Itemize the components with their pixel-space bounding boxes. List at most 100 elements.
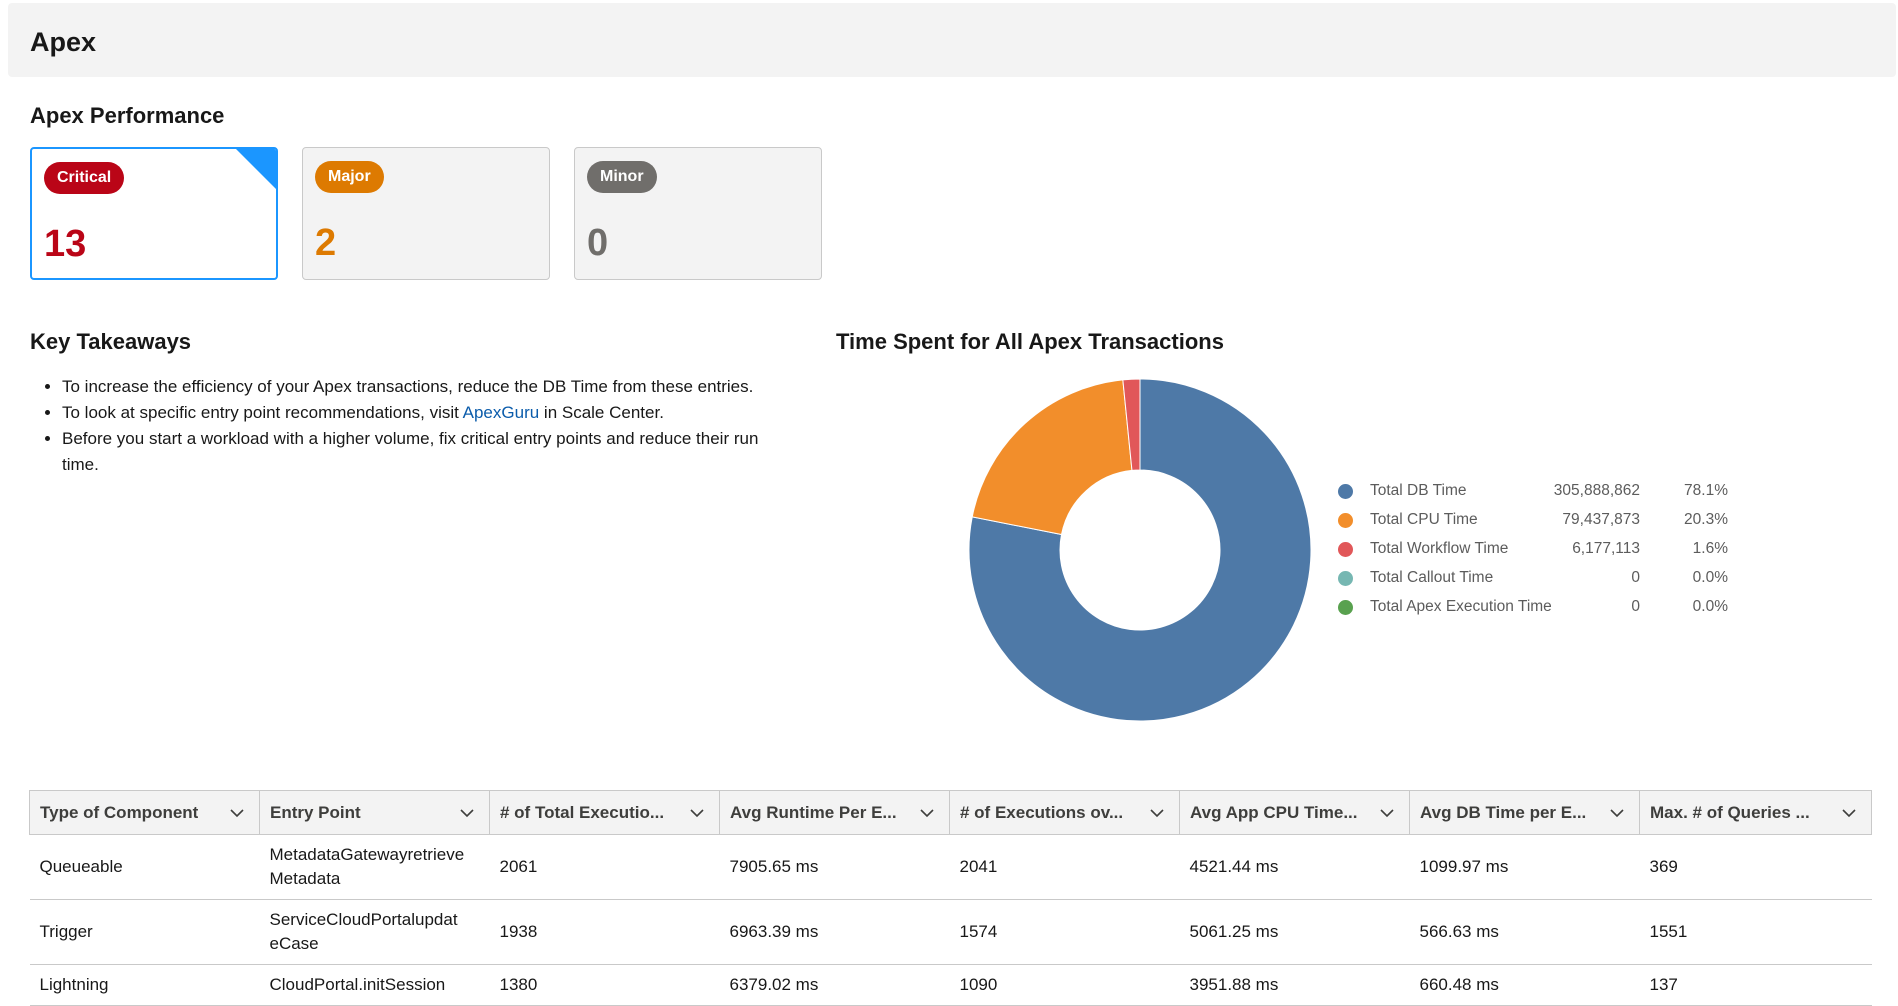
legend-dot-icon — [1338, 542, 1353, 557]
table-row[interactable]: Queueable MetadataGatewayretrieve Metadat… — [29, 834, 1872, 900]
table-cell-executions-over: 1090 — [949, 964, 1180, 1006]
minor-badge: Minor — [587, 161, 657, 193]
legend-entry[interactable]: Total Apex Execution Time 0 0.0% — [1338, 595, 1728, 624]
apexguru-link[interactable]: ApexGuru — [462, 403, 540, 422]
legend-label: Total Apex Execution Time — [1370, 598, 1552, 615]
apex-transactions-table: Type of Component Entry Point # of Total E… — [29, 790, 1872, 1006]
legend-value: 305,888,862 — [1553, 482, 1640, 499]
column-header-label: # of Total Executio... — [500, 802, 665, 822]
donut-slice[interactable] — [968, 378, 1312, 722]
major-count: 2 — [315, 222, 337, 264]
chevron-down-icon[interactable] — [1149, 805, 1165, 821]
table-cell-avg-app-cpu-time: 3951.88 ms — [1179, 964, 1410, 1006]
legend-percent: 0.0% — [1692, 569, 1728, 586]
column-header-avg-app-cpu-time[interactable]: Avg App CPU Time... — [1179, 790, 1410, 835]
column-header-label: Avg App CPU Time... — [1190, 802, 1358, 822]
legend-percent: 1.6% — [1692, 540, 1728, 557]
table-cell-max-queries: 1551 — [1639, 899, 1872, 965]
legend-dot-icon — [1338, 600, 1353, 615]
legend-value: 79,437,873 — [1562, 511, 1640, 528]
column-header-total-executions[interactable]: # of Total Executio... — [489, 790, 720, 835]
table-cell-avg-db-time: 1099.97 ms — [1409, 834, 1640, 900]
chevron-down-icon[interactable] — [229, 805, 245, 821]
table-cell-entry-point: CloudPortal.initSession — [259, 964, 490, 1006]
legend-dot-icon — [1338, 513, 1353, 528]
page-title: Apex — [30, 27, 97, 57]
column-header-avg-runtime[interactable]: Avg Runtime Per E... — [719, 790, 950, 835]
minor-count: 0 — [587, 222, 609, 264]
table-cell-type-of-component: Trigger — [29, 899, 260, 965]
minor-card[interactable]: Minor 0 — [574, 147, 822, 280]
legend-label: Total Workflow Time — [1370, 540, 1509, 557]
legend-label: Total DB Time — [1370, 482, 1467, 499]
column-header-max-queries[interactable]: Max. # of Queries ... — [1639, 790, 1872, 835]
column-header-label: Entry Point — [270, 802, 361, 822]
critical-card[interactable]: Critical 13 — [30, 147, 278, 280]
table-cell-avg-runtime: 6963.39 ms — [719, 899, 950, 965]
column-header-label: # of Executions ov... — [960, 802, 1124, 822]
legend-label: Total Callout Time — [1370, 569, 1494, 586]
table-header-row: Type of Component Entry Point # of Total E… — [29, 790, 1872, 835]
table-body: Queueable MetadataGatewayretrieve Metadat… — [29, 834, 1872, 1006]
chevron-down-icon[interactable] — [689, 805, 705, 821]
column-header-label: Max. # of Queries ... — [1650, 802, 1810, 822]
legend-percent: 20.3% — [1684, 511, 1728, 528]
legend-label: Total CPU Time — [1370, 511, 1478, 528]
table-cell-avg-app-cpu-time: 4521.44 ms — [1179, 834, 1410, 900]
table-row[interactable]: Trigger ServiceCloudPortalupdat eCase 1938… — [29, 899, 1872, 965]
key-takeaways-title: Key Takeaways — [30, 329, 192, 354]
takeaway-item: To look at specific entry point recommen… — [62, 400, 782, 426]
table-cell-type-of-component: Queueable — [29, 834, 260, 900]
legend-entry[interactable]: Total Workflow Time 6,177,113 1.6% — [1338, 537, 1728, 566]
column-header-executions-over[interactable]: # of Executions ov... — [949, 790, 1180, 835]
donut-slice[interactable] — [1122, 378, 1141, 471]
table-cell-executions-over: 2041 — [949, 834, 1180, 900]
chevron-down-icon[interactable] — [1609, 805, 1625, 821]
legend-value: 6,177,113 — [1572, 540, 1640, 557]
major-card[interactable]: Major 2 — [302, 147, 550, 280]
chevron-down-icon[interactable] — [919, 805, 935, 821]
column-header-label: Avg Runtime Per E... — [730, 802, 897, 822]
table-cell-avg-db-time: 566.63 ms — [1409, 899, 1640, 965]
table-row[interactable]: Lightning CloudPortal.initSession 1380 6379… — [29, 964, 1872, 1006]
chevron-down-icon[interactable] — [1841, 805, 1857, 821]
chevron-down-icon[interactable] — [459, 805, 475, 821]
legend-percent: 78.1% — [1684, 482, 1728, 499]
apex-performance-title: Apex Performance — [30, 103, 225, 128]
table-cell-type-of-component: Lightning — [29, 964, 260, 1006]
table-cell-executions-over: 1574 — [949, 899, 1180, 965]
legend-entry[interactable]: Total Callout Time 0 0.0% — [1338, 566, 1728, 595]
table-cell-total-executions: 1380 — [489, 964, 720, 1006]
takeaway-text: in Scale Center. — [539, 403, 664, 422]
column-header-avg-db-time[interactable]: Avg DB Time per E... — [1409, 790, 1640, 835]
major-badge: Major — [315, 161, 384, 193]
table-cell-avg-app-cpu-time: 5061.25 ms — [1179, 899, 1410, 965]
legend-entry[interactable]: Total CPU Time 79,437,873 20.3% — [1338, 508, 1728, 537]
selected-corner-icon — [236, 149, 276, 189]
column-header-type-of-component[interactable]: Type of Component — [29, 790, 260, 835]
table-cell-avg-runtime: 7905.65 ms — [719, 834, 950, 900]
takeaway-item: Before you start a workload with a highe… — [62, 426, 782, 478]
table-cell-entry-point: MetadataGatewayretrieve Metadata — [259, 834, 490, 900]
column-header-label: Type of Component — [40, 802, 199, 822]
column-header-entry-point[interactable]: Entry Point — [259, 790, 490, 835]
chevron-down-icon[interactable] — [1379, 805, 1395, 821]
table-cell-max-queries: 137 — [1639, 964, 1872, 1006]
table-cell-total-executions: 2061 — [489, 834, 720, 900]
legend-dot-icon — [1338, 571, 1353, 586]
critical-badge: Critical — [44, 162, 125, 194]
takeaways-list: To increase the efficiency of your Apex … — [42, 374, 782, 478]
legend-dot-icon — [1338, 484, 1353, 499]
donut-chart — [968, 378, 1312, 722]
chart-title: Time Spent for All Apex Transactions — [836, 329, 1224, 354]
legend-value: 0 — [1631, 598, 1640, 615]
table-cell-entry-point: ServiceCloudPortalupdat eCase — [259, 899, 490, 965]
table-cell-avg-runtime: 6379.02 ms — [719, 964, 950, 1006]
legend-entry[interactable]: Total DB Time 305,888,862 78.1% — [1338, 479, 1728, 508]
column-header-label: Avg DB Time per E... — [1420, 802, 1587, 822]
donut-slice[interactable] — [971, 379, 1133, 536]
takeaway-item: To increase the efficiency of your Apex … — [62, 374, 782, 400]
critical-count: 13 — [44, 223, 87, 265]
table-cell-avg-db-time: 660.48 ms — [1409, 964, 1640, 1006]
page-header: Apex — [8, 3, 1896, 77]
